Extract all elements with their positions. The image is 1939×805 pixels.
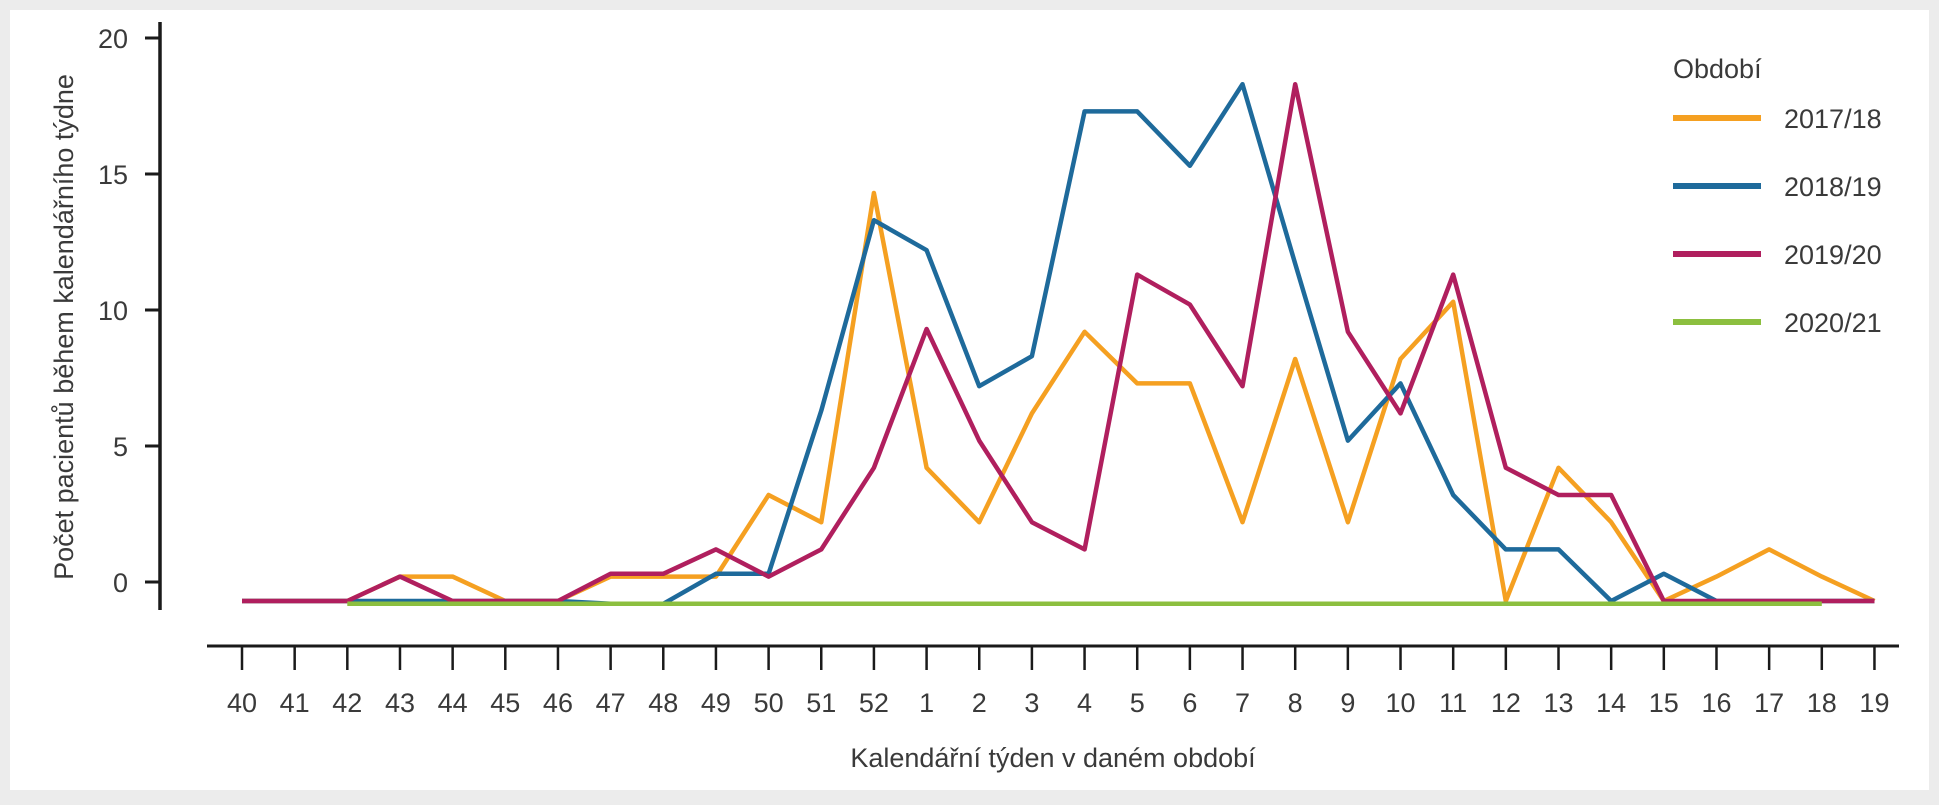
x-tick-label: 18 [1807, 688, 1837, 718]
plot-background [10, 10, 1929, 790]
legend-label: 2019/20 [1784, 240, 1882, 270]
x-ticks: 40 41 42 43 44 45 46 47 48 49 50 51 52 1 2 3 4 5 6 7 8 9 10 11 1… [227, 646, 1889, 718]
legend-label: 2020/21 [1784, 308, 1882, 338]
x-tick-label: 19 [1859, 688, 1889, 718]
x-tick-label: 14 [1596, 688, 1626, 718]
x-tick-label: 49 [701, 688, 731, 718]
legend-label: 2017/18 [1784, 104, 1882, 134]
x-tick-label: 47 [596, 688, 626, 718]
x-tick-label: 10 [1385, 688, 1415, 718]
y-tick-label: 0 [113, 568, 128, 598]
x-tick-label: 2 [972, 688, 987, 718]
y-tick-label: 5 [113, 432, 128, 462]
x-tick-label: 40 [227, 688, 257, 718]
legend-items: 2017/18 2018/19 2019/20 2020/21 [1673, 104, 1882, 338]
x-tick-label: 51 [806, 688, 836, 718]
x-tick-label: 8 [1288, 688, 1303, 718]
x-tick-label: 16 [1701, 688, 1731, 718]
x-tick-label: 44 [438, 688, 468, 718]
x-tick-label: 41 [280, 688, 310, 718]
x-tick-label: 45 [490, 688, 520, 718]
y-axis-title: Počet pacientů během kalendářního týdne [49, 74, 79, 580]
x-tick-label: 46 [543, 688, 573, 718]
x-tick-label: 48 [648, 688, 678, 718]
x-tick-label: 42 [332, 688, 362, 718]
series-line-2019-20 [242, 81, 1875, 604]
x-tick-label: 12 [1491, 688, 1521, 718]
x-tick-label: 11 [1439, 688, 1467, 718]
x-tick-label: 1 [919, 688, 934, 718]
x-tick-label: 7 [1235, 688, 1250, 718]
x-tick-label: 17 [1754, 688, 1784, 718]
x-tick-label: 15 [1649, 688, 1679, 718]
x-tick-label: 4 [1077, 688, 1092, 718]
y-ticks: 0 5 10 15 20 [98, 24, 160, 598]
x-tick-label: 5 [1130, 688, 1145, 718]
x-tick-label: 50 [754, 688, 784, 718]
y-tick-label: 20 [98, 24, 128, 54]
legend: Období 2017/18 2018/19 2019/20 2020/21 [1673, 54, 1882, 338]
x-tick-label: 13 [1543, 688, 1573, 718]
y-tick-label: 10 [98, 296, 128, 326]
series-group [242, 81, 1876, 607]
legend-label: 2018/19 [1784, 172, 1882, 202]
x-tick-label: 43 [385, 688, 415, 718]
y-tick-label: 15 [98, 160, 128, 190]
x-tick-label: 9 [1340, 688, 1355, 718]
x-axis-title: Kalendářní týden v daném období [850, 743, 1256, 773]
legend-title: Období [1673, 54, 1762, 84]
x-tick-label: 52 [859, 688, 889, 718]
x-tick-label: 3 [1024, 688, 1039, 718]
x-tick-label: 6 [1182, 688, 1197, 718]
